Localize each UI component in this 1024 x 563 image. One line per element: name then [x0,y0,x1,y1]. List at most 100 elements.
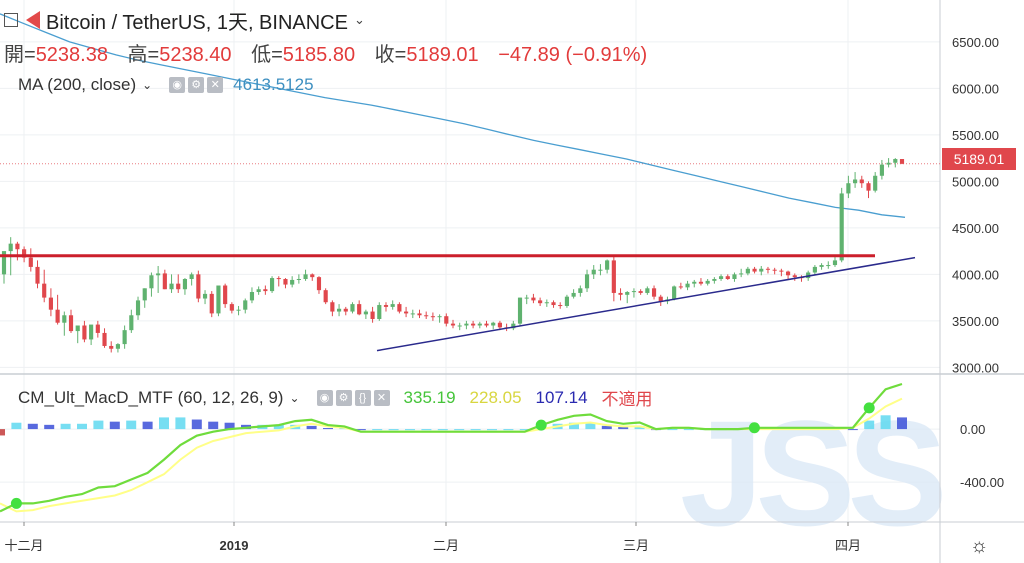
time-tick-label: 四月 [835,538,861,553]
candle-body [678,286,683,288]
candle-body [511,323,516,329]
macd-histogram-bar [470,429,481,431]
macd-histogram-bar [44,424,55,430]
macd-histogram-bar [27,423,38,430]
candle-body [638,291,643,293]
chevron-down-icon[interactable]: ⌄ [353,12,365,27]
candle-body [698,281,704,284]
candle-body [350,304,355,312]
candle-body [779,270,784,272]
candle-body [484,323,489,326]
candle-body [578,288,583,293]
candle-body [42,283,47,298]
macd-histogram-bar [175,417,186,430]
macd-histogram-bar [880,415,891,430]
candle-body [243,300,248,310]
candle-body [296,279,301,280]
candle-body [718,276,724,279]
candle-body [625,292,630,295]
time-tick-label: 十二月 [4,538,43,553]
price-tick-label: 4000.00 [952,267,999,282]
candle-body [404,311,409,314]
symbol-title[interactable]: Bitcoin / TetherUS, 1天, BINANCE [46,11,348,34]
flag-icon[interactable] [26,11,40,29]
candle-body [618,292,623,295]
eye-icon[interactable]: ◉ [169,77,186,93]
candle-body [725,276,730,279]
macd-tick-label: -400.00 [960,475,1004,490]
macd-histogram-bar [634,425,645,430]
candle-body [497,322,502,328]
macd-histogram-bar [683,429,694,431]
candle-body [859,179,864,184]
candle-body [631,291,637,293]
candle-body [450,323,456,326]
high-value: 5238.40 [159,44,232,66]
candle-body [189,274,194,279]
candle-body [310,274,315,278]
candle-body [705,280,710,284]
candle-body [712,279,717,281]
close-value: 5189.01 [406,44,479,66]
low-label: 低= [251,44,283,66]
macd-cross-dot [748,422,760,434]
candle-body [651,288,657,297]
ma-label[interactable]: MA (200, close) [18,75,137,94]
open-value: 5238.38 [35,44,108,66]
candle-body [397,304,402,312]
price-tick-label: 4500.00 [952,221,999,236]
candle-body [229,304,234,311]
macd-status: 不適用 [601,390,653,409]
price-tick-label: 6000.00 [952,81,999,96]
gear-icon[interactable]: ⚙ [188,77,205,93]
macd-histogram-bar [601,425,612,430]
candle-body [591,269,596,275]
time-tick-label: 二月 [433,538,459,553]
candle-body [109,345,114,349]
macd-histogram-bar [667,429,678,431]
candle-body [149,275,154,289]
open-label: 開= [4,44,36,66]
candle-body [584,274,590,289]
last-price-tag: 5189.01 [942,148,1016,170]
price-tick-label: 5500.00 [952,128,999,143]
close-label: 收= [374,44,407,66]
code-icon[interactable]: {} [354,389,371,406]
candle-body [759,268,764,272]
candle-body [732,274,737,279]
macd-histogram-bar [569,422,579,430]
candle-body [812,266,817,273]
ma200-line [0,13,906,218]
close-icon[interactable]: ✕ [207,77,224,93]
macd-histogram-bar [372,429,383,431]
macd-histogram-bar [273,424,284,430]
candle-body [605,260,610,270]
chevron-down-icon[interactable]: ⌄ [289,390,300,405]
candle-body [236,309,241,311]
candle-body [35,266,40,284]
candle-body [196,274,201,299]
close-icon[interactable]: ✕ [373,389,390,406]
macd-histogram-bar [847,429,858,431]
collapse-icon[interactable] [4,13,18,27]
candle-body [303,274,308,279]
candle-body [48,297,53,310]
macd-histogram-bar [191,419,202,430]
candle-body [806,272,811,279]
candle-body [283,279,288,285]
candle-body [169,283,174,290]
eye-icon[interactable]: ◉ [316,389,333,406]
ohlc-row: 開=5238.38 高=5238.40 低=5185.80 收=5189.01 … [4,38,661,67]
chart-title-row: Bitcoin / TetherUS, 1天, BINANCE ⌄ [2,6,365,34]
candle-body [68,315,74,332]
macd-label[interactable]: CM_Ult_MacD_MTF (60, 12, 26, 9) [18,387,284,407]
watermark: JSS [680,389,942,557]
macd-histogram-bar [323,428,333,430]
candle-body [517,297,523,324]
chevron-down-icon[interactable]: ⌄ [142,78,153,92]
candle-body [531,297,536,301]
candle-body [330,302,335,312]
price-tick-label: 5000.00 [952,174,999,189]
gear-icon[interactable]: ⚙ [335,389,352,406]
